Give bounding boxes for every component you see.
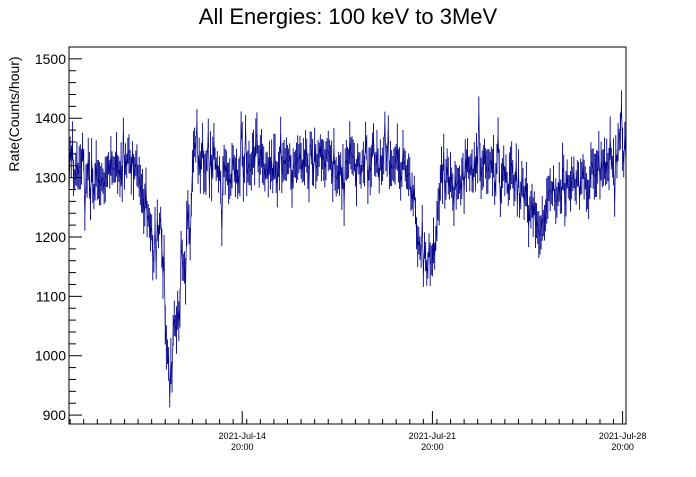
y-tick-label: 1000 — [35, 348, 66, 364]
x-tick-time-label: 20:00 — [231, 442, 254, 452]
y-axis-label: Rate(Counts/hour) — [6, 56, 22, 171]
x-tick-date-label: 2021-Jul-21 — [409, 431, 457, 441]
y-tick-label: 900 — [43, 407, 67, 423]
data-point-connector — [204, 172, 205, 173]
y-tick-label: 1300 — [35, 170, 66, 186]
y-tick-label: 1200 — [35, 229, 66, 245]
x-tick-time-label: 20:00 — [421, 442, 444, 452]
x-tick-date-label: 2021-Jul-28 — [599, 431, 647, 441]
y-tick-label: 1500 — [35, 51, 66, 67]
x-tick-date-label: 2021-Jul-14 — [218, 431, 266, 441]
y-tick-label: 1400 — [35, 110, 66, 126]
data-point-connector — [138, 176, 139, 177]
y-tick-label: 1100 — [36, 288, 66, 304]
x-tick-time-label: 20:00 — [611, 442, 634, 452]
chart-title: All Energies: 100 keV to 3MeV — [199, 4, 498, 29]
